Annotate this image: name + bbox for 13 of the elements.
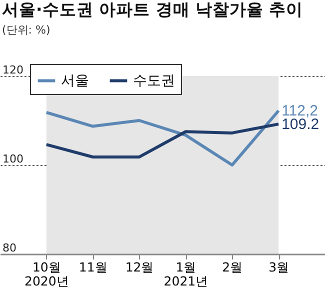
- y-tick-label: 80: [2, 242, 16, 254]
- x-tick-label: 12월: [125, 260, 154, 274]
- legend-label: 수도권: [133, 72, 175, 89]
- chart-title: 서울·수도권 아파트 경매 낙찰가율 추이: [2, 0, 304, 19]
- x-tick-label: 1월 2021년: [164, 260, 209, 288]
- x-tick-label: 3월: [268, 260, 290, 274]
- x-tick-label: 10월 2020년: [24, 260, 70, 288]
- y-tick-label: 100: [2, 152, 24, 166]
- x-tick-label: 11월: [78, 260, 108, 274]
- chart-subtitle: (단위: %): [2, 24, 50, 36]
- y-tick-label: 120: [2, 64, 24, 76]
- x-tick-label: 2월: [222, 260, 244, 274]
- legend-label: 서울: [61, 72, 89, 89]
